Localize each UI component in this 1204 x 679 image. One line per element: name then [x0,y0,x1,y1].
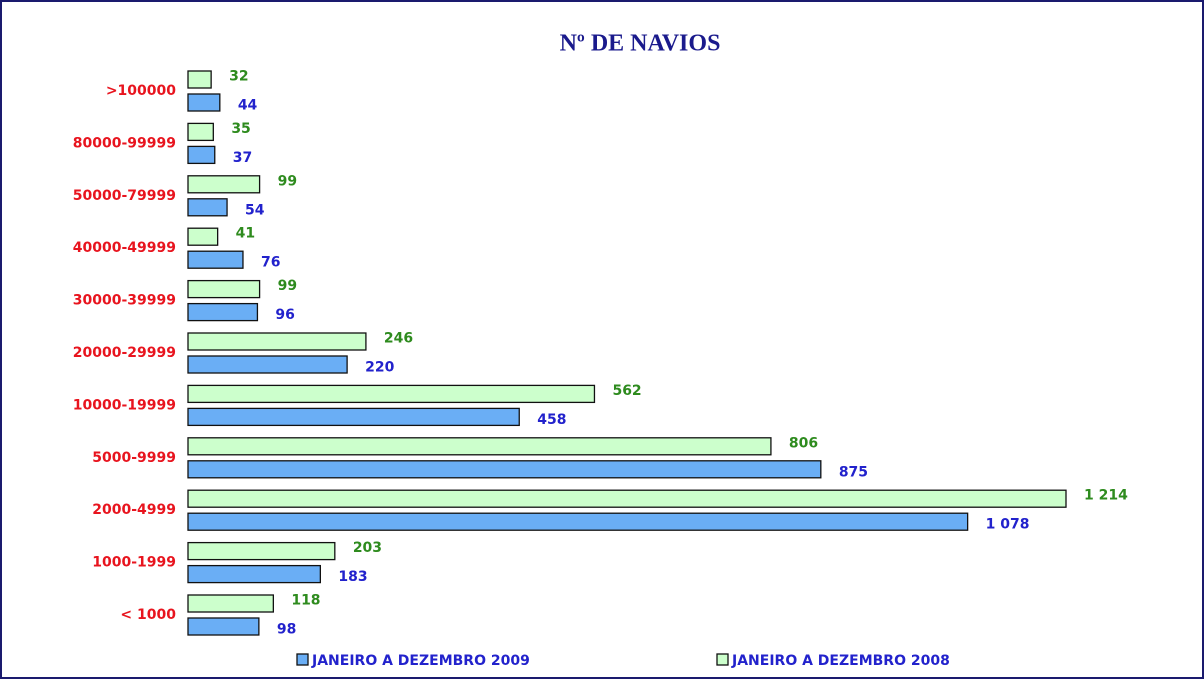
data-label: 1 214 [1084,488,1128,504]
bar [187,564,322,584]
data-label: 35 [231,121,250,137]
category-label: 30000-39999 [73,293,176,309]
category-label: 50000-79999 [73,188,176,204]
data-label: 220 [365,360,394,376]
legend-swatch [716,653,729,666]
bar [187,93,221,112]
data-label: 246 [384,331,413,347]
bar [187,460,822,479]
bar [187,384,596,404]
category-label: 40000-49999 [73,240,176,256]
chart-title: Nº DE NAVIOS [560,31,721,57]
data-label: 37 [233,150,252,166]
category-label: 80000-99999 [73,135,176,151]
legend-label: JANEIRO A DEZEMBRO 2008 [731,653,950,669]
bar [187,594,274,613]
bar [187,70,212,89]
data-label: 118 [291,593,320,609]
bar [187,489,1067,508]
data-label: 806 [789,435,818,451]
data-label: 99 [278,173,297,189]
category-label: >100000 [106,83,176,99]
bar [187,332,367,351]
category-label: 1000-1999 [92,555,176,571]
bar [187,617,260,636]
data-label: 54 [245,202,265,218]
data-label: 875 [839,464,868,480]
legend-label: JANEIRO A DEZEMBRO 2009 [311,653,530,669]
bar [187,355,348,374]
data-label: 98 [277,622,296,638]
data-label: 41 [236,226,255,242]
bar [187,302,259,322]
bar [187,227,219,246]
bar [187,279,261,299]
bar [187,407,520,427]
data-label: 1 078 [986,517,1030,533]
data-label: 203 [353,540,382,556]
bar [187,250,244,269]
bar [187,437,772,456]
data-label: 99 [278,278,297,294]
data-label: 183 [338,569,367,585]
data-label: 44 [238,98,258,114]
bar [187,512,969,531]
bar [187,145,216,165]
data-label: 96 [275,307,294,323]
data-label: 458 [537,412,566,428]
bar [187,198,228,217]
legend-swatch [296,653,309,666]
data-label: 76 [261,255,280,271]
category-label: < 1000 [120,607,176,623]
bar [187,541,336,561]
data-label: 32 [229,69,248,85]
category-label: 5000-9999 [92,450,176,466]
category-label: 20000-29999 [73,345,176,361]
bar [187,122,214,142]
bar [187,175,261,194]
category-label: 2000-4999 [92,502,176,518]
data-label: 562 [612,383,641,399]
category-label: 10000-19999 [73,397,176,413]
